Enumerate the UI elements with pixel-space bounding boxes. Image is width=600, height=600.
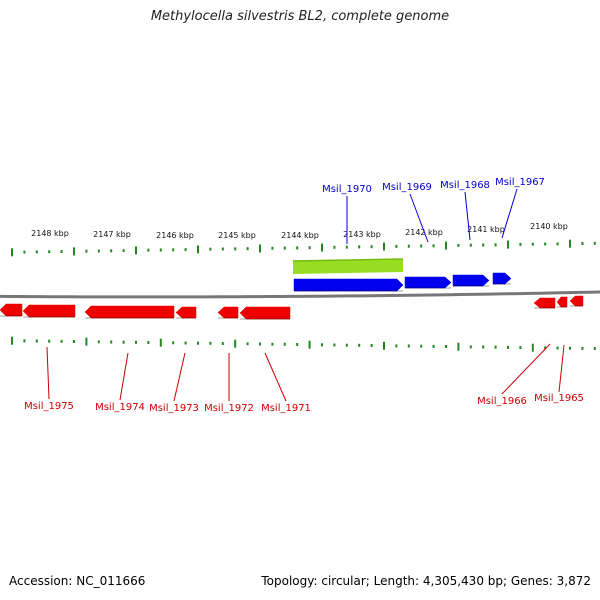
gene-label[interactable]: Msil_1972: [204, 403, 254, 414]
forward-strand-genes: [293, 272, 512, 292]
gene-label[interactable]: Msil_1967: [495, 177, 545, 188]
reverse-gene-arrow[interactable]: [556, 296, 568, 308]
forward-gene-arrow[interactable]: [492, 272, 512, 285]
forward-gene-arrow[interactable]: [293, 278, 404, 292]
backbone-line: [0, 290, 600, 299]
scale-label: 2141 kbp: [467, 225, 505, 234]
gene-leader-line: [464, 191, 471, 241]
gene-label[interactable]: Msil_1975: [24, 401, 74, 412]
gene-label[interactable]: Msil_1974: [95, 402, 145, 413]
top-tick-row: [11, 239, 596, 257]
highlight-bar[interactable]: [292, 258, 404, 274]
scale-label: 2148 kbp: [31, 229, 69, 238]
gene-label[interactable]: Msil_1968: [440, 180, 490, 191]
gene-label[interactable]: Msil_1966: [477, 396, 527, 407]
scale-label: 2143 kbp: [343, 230, 381, 239]
accession-label: Accession: NC_011666: [9, 574, 146, 588]
gene-labels: Msil_1970 Msil_1969 Msil_1968 Msil_1967 Msil…: [24, 177, 584, 414]
reverse-gene-arrow[interactable]: [239, 306, 291, 320]
genome-backbone: [0, 290, 600, 299]
genome-summary: Topology: circular; Length: 4,305,430 bp…: [261, 574, 591, 588]
reverse-gene-arrow[interactable]: [175, 306, 197, 319]
gene-leader-line: [119, 352, 129, 401]
reverse-gene-arrow[interactable]: [0, 303, 23, 317]
reverse-strand-genes: [0, 295, 584, 320]
scale-label: 2140 kbp: [530, 222, 568, 231]
gene-leader-line: [558, 344, 565, 393]
reverse-gene-arrow[interactable]: [569, 295, 584, 307]
gene-leader-line: [173, 352, 186, 402]
bottom-tick-row: [11, 336, 596, 352]
gene-label[interactable]: Msil_1971: [261, 403, 311, 414]
gene-label[interactable]: Msil_1973: [149, 403, 199, 414]
gene-label[interactable]: Msil_1965: [534, 393, 584, 404]
scale-labels: 2148 kbp 2147 kbp 2146 kbp 2145 kbp 2144 kbp…: [31, 222, 568, 240]
scale-label: 2145 kbp: [218, 231, 256, 240]
gene-label[interactable]: Msil_1969: [382, 182, 432, 193]
reverse-gene-arrow[interactable]: [533, 297, 556, 309]
gene-label[interactable]: Msil_1970: [322, 184, 372, 195]
forward-gene-arrow[interactable]: [452, 274, 490, 287]
reverse-gene-arrow[interactable]: [22, 304, 76, 318]
reverse-gene-arrow[interactable]: [84, 305, 175, 319]
gene-leader-line: [264, 352, 287, 402]
gene-leader-line: [46, 346, 50, 400]
reverse-gene-arrow[interactable]: [217, 306, 239, 319]
scale-label: 2146 kbp: [156, 231, 194, 240]
highlight-region[interactable]: [293, 259, 403, 274]
gene-leader-line: [501, 188, 518, 239]
gene-label-leaders: [46, 188, 565, 402]
scale-label: 2147 kbp: [93, 230, 131, 239]
gene-leader-line: [501, 343, 551, 395]
scale-label: 2144 kbp: [281, 231, 319, 240]
gene-leader-line: [409, 193, 429, 243]
highlight-edge: [292, 258, 404, 262]
genome-title: Methylocella silvestris BL2, complete ge…: [150, 9, 450, 24]
forward-gene-arrow[interactable]: [404, 276, 452, 289]
